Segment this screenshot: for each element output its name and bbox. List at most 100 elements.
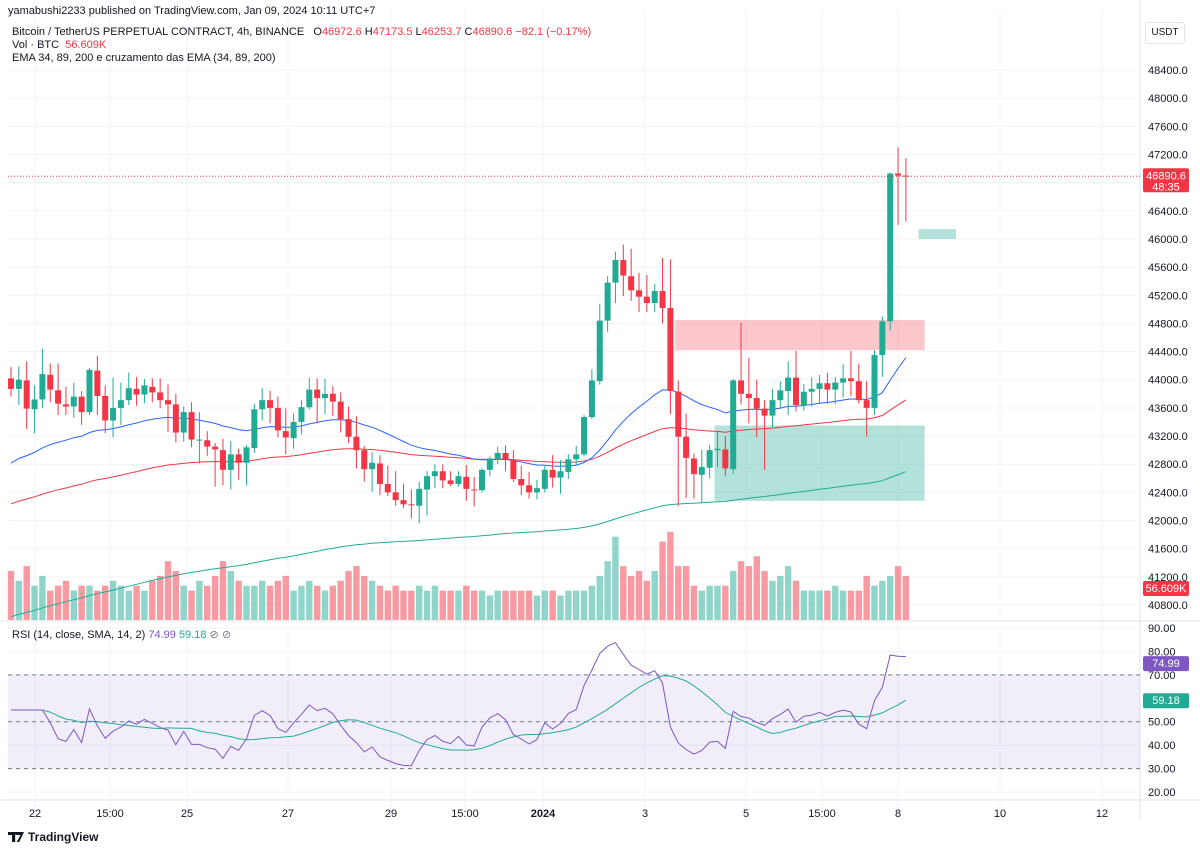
price-tick-label: 43600.0 [1148, 403, 1188, 415]
time-tick-label: 3 [642, 808, 648, 820]
ohlc-high-label: H [364, 26, 373, 38]
volume-badge-text: 56.609K [1146, 583, 1188, 595]
rsi-ma-legend-value: 59.18 [178, 629, 207, 641]
volume-bar [125, 590, 132, 620]
volume-bar [839, 590, 847, 620]
candle-body [204, 440, 211, 447]
price-tick-label: 42800.0 [1148, 459, 1188, 471]
volume-bar [251, 585, 258, 620]
rsi-badge: 74.99 [1143, 656, 1189, 672]
volume-bar [70, 590, 77, 620]
candle-body [172, 404, 179, 433]
candles [8, 147, 909, 524]
time-tick-label: 8 [895, 808, 901, 820]
candle-body [526, 485, 533, 493]
candle-body [510, 459, 517, 479]
volume-bar [439, 590, 446, 620]
price-axis: 48400.048000.047600.047200.046800.046400… [1148, 65, 1188, 799]
candle-body [769, 400, 776, 416]
volume-legend-label: Vol · BTC [12, 39, 60, 51]
volume-badge: 56.609K [1143, 581, 1189, 596]
volume-legend: Vol · BTC 56.609K [12, 39, 106, 51]
candle-body [212, 446, 219, 450]
candle-body [612, 260, 619, 283]
candle-body [23, 380, 30, 409]
volume-bar [659, 541, 666, 620]
candle-body [832, 382, 839, 390]
volume-bar [832, 585, 839, 620]
volume-bar [463, 585, 470, 620]
volume-bar [211, 575, 219, 620]
candle-body [808, 388, 815, 392]
volume-bar [604, 561, 611, 620]
price-tick-label: 47600.0 [1148, 121, 1188, 133]
candle-body [588, 380, 595, 418]
ohlc-low: 46253.7 [421, 26, 462, 38]
volume-bar [730, 571, 737, 620]
volume-bar [141, 590, 148, 620]
rsi-ma-badge-bg [1143, 693, 1189, 709]
candle-body [290, 421, 297, 439]
time-tick-label: 25 [181, 808, 193, 820]
zone-demand [918, 229, 956, 239]
volume-bar [761, 571, 768, 620]
volume-bar [855, 590, 862, 620]
candle-body [683, 436, 690, 458]
grid-lines [8, 10, 1140, 820]
volume-bar [667, 531, 674, 620]
candle-body [55, 390, 62, 404]
volume-bar [627, 575, 635, 620]
settings-icon[interactable]: ⊘ [221, 629, 232, 641]
candle-body [871, 355, 878, 408]
volume-bar [871, 585, 878, 620]
volume-bar [470, 590, 478, 620]
volume-bar [431, 585, 439, 620]
candle-body [376, 463, 383, 484]
volume-bar [337, 580, 344, 620]
candle-body [165, 400, 171, 405]
volume-bar [384, 590, 391, 620]
rsi-ma-line [11, 675, 907, 751]
candle-body [416, 488, 423, 506]
eye-off-icon[interactable]: ⊘ [209, 629, 219, 641]
volume-bar [745, 566, 753, 620]
currency-button[interactable]: USDT [1145, 22, 1185, 44]
candle-body [180, 412, 187, 433]
volume-bar [266, 585, 274, 620]
price-tick-label: 48400.0 [1148, 65, 1188, 77]
volume-bar [39, 575, 46, 620]
candle-body [730, 380, 737, 470]
candle-body [800, 391, 807, 406]
volume-bar [675, 566, 682, 620]
volume-bar [361, 575, 368, 620]
rsi-tick-label: 20.00 [1148, 787, 1176, 799]
candle-body [322, 393, 328, 399]
volume-bar [800, 590, 808, 620]
volume-bar [368, 580, 376, 620]
candle-body [494, 452, 501, 459]
time-tick-label: 15:00 [808, 808, 836, 820]
tradingview-logo[interactable]: TradingView [8, 830, 98, 844]
candle-body [557, 471, 564, 478]
volume-badge-bg [1143, 581, 1189, 596]
candle-body [62, 404, 69, 407]
time-tick-label: 27 [282, 808, 294, 820]
price-tick-label: 47200.0 [1148, 149, 1188, 161]
rsi-tick-label: 90.00 [1148, 623, 1176, 635]
candle-body [793, 377, 799, 406]
volume-bar [15, 580, 23, 620]
volume-bar [23, 566, 30, 620]
candle-body [863, 400, 870, 408]
candle-body [628, 276, 635, 291]
volume-bar [541, 590, 548, 620]
volume-bar [502, 590, 509, 620]
volume-bar [784, 566, 792, 620]
volume-bar [588, 585, 596, 620]
zone-demand [714, 425, 925, 501]
candle-body [596, 320, 603, 382]
candle-body [424, 476, 431, 490]
time-tick-label: 15:00 [451, 808, 479, 820]
volume-bar [612, 536, 619, 620]
last-price-badge: 46890.648:35 [1143, 168, 1189, 193]
